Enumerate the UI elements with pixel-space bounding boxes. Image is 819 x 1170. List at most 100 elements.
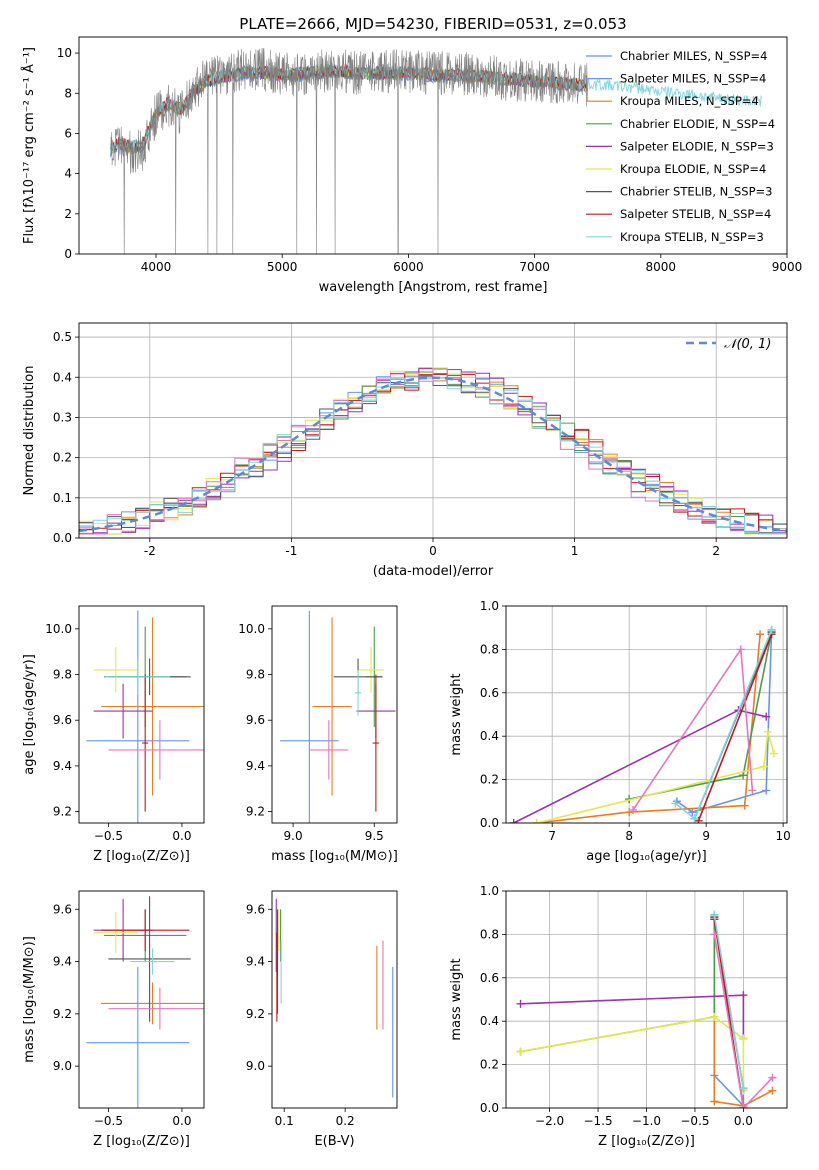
y-tick-label: 9.6 — [53, 902, 72, 916]
errorbar-point — [105, 658, 171, 696]
y-tick-label: 0.2 — [53, 451, 72, 465]
x-tick-label: −1.0 — [632, 1114, 661, 1128]
y-tick-label: 9.2 — [53, 1007, 72, 1021]
plus-marker — [516, 1047, 525, 1056]
plus-marker — [739, 1034, 748, 1043]
y-tick-label: 0.6 — [480, 686, 499, 700]
x-axis-label: wavelength [Angstrom, rest frame] — [319, 280, 548, 295]
x-tick-label: −1.5 — [583, 1114, 612, 1128]
x-tick-label: −0.5 — [680, 1114, 709, 1128]
y-axis-label: Flux [fλ10⁻¹⁷ erg cm⁻² s⁻¹ Å⁻¹] — [21, 47, 37, 244]
x-tick-label: 1 — [571, 544, 579, 558]
observed-spectrum-line — [110, 48, 588, 254]
x-axis-label: mass [log₁₀(M/M⊙)] — [271, 849, 398, 864]
plus-marker — [671, 799, 680, 808]
x-tick-label: 2 — [712, 544, 720, 558]
axes-frame — [505, 605, 788, 824]
y-tick-label: 0.0 — [480, 816, 499, 830]
plus-marker — [767, 625, 776, 634]
y-tick-label: 0.1 — [53, 491, 72, 505]
plus-marker — [739, 1084, 748, 1093]
plot-area — [280, 610, 396, 823]
y-tick-label: 9.8 — [53, 668, 72, 682]
y-tick-label: 9.2 — [246, 805, 265, 819]
x-tick-label: 4000 — [141, 260, 172, 274]
mass-weight-line — [629, 631, 773, 800]
axes-frame — [78, 322, 788, 539]
errorbar-point — [93, 911, 138, 954]
y-tick-label: 1.0 — [480, 599, 499, 613]
x-tick-label: 7000 — [519, 260, 550, 274]
y-tick-label: 0.5 — [53, 330, 72, 344]
legend-label: Chabrier MILES, N_SSP=4 — [620, 49, 767, 63]
errorbar-point — [86, 610, 190, 823]
errorbar-point — [101, 909, 190, 952]
errorbar-point — [108, 896, 191, 1022]
plus-marker — [629, 805, 638, 814]
normal-curve — [79, 376, 787, 533]
y-tick-label: 9.4 — [53, 759, 72, 773]
x-tick-label: 5000 — [267, 260, 298, 274]
panel-mass_vs_ebv: 0.1 0.2 9.0 9.2 9.4 9.6 E(B-V) — [246, 890, 398, 1149]
plus-marker — [710, 910, 719, 919]
errorbar-point — [354, 669, 362, 716]
y-tick-label: 0.2 — [480, 1058, 499, 1072]
errorbar-point — [358, 647, 385, 693]
plus-marker — [710, 1012, 719, 1021]
y-tick-label: 0.2 — [480, 773, 499, 787]
y-tick-label: 0.8 — [480, 927, 499, 941]
y-tick-label: 8 — [64, 86, 72, 100]
plus-marker — [736, 645, 745, 654]
x-tick-label: 9000 — [772, 260, 803, 274]
plus-marker — [688, 808, 697, 817]
panel-mass_weight_vs_age: 7 8 9 10 0.0 0.2 0.4 0.6 0.8 1.0 age [log₁₀(age/yr… — [449, 599, 791, 864]
y-tick-label: 9.4 — [53, 955, 72, 969]
figure-title: PLATE=2666, MJD=54230, FIBERID=0531, z=0… — [239, 15, 626, 33]
panel-mass_weight_vs_Z: −2.0 −1.5 −1.0 −0.5 0.0 0.0 0.2 0.4 0.6 0.8 1.0 Z [… — [449, 884, 788, 1149]
x-tick-label: −2.0 — [535, 1114, 564, 1128]
errorbar-point — [93, 647, 138, 693]
mass-weight-line — [520, 1016, 745, 1091]
y-tick-label: 0.6 — [480, 971, 499, 985]
errorbar-point — [86, 966, 190, 1108]
plot-area — [509, 625, 778, 823]
y-tick-label: 0.4 — [480, 729, 499, 743]
plot-area — [86, 610, 204, 823]
mass-weight-line — [713, 914, 745, 1089]
y-tick-label: 0.3 — [53, 410, 72, 424]
x-tick-label: 10 — [776, 829, 791, 843]
mass-weight-line — [676, 629, 773, 813]
y-tick-label: 0 — [64, 247, 72, 261]
x-tick-label: 8000 — [646, 260, 677, 274]
x-tick-label: 9 — [702, 829, 710, 843]
y-tick-label: 9.8 — [246, 668, 265, 682]
x-tick-label: 0 — [429, 544, 437, 558]
y-tick-label: 1.0 — [480, 884, 499, 898]
y-tick-label: 9.6 — [246, 713, 265, 727]
y-tick-label: 9.4 — [246, 955, 265, 969]
panel-age_vs_mass: 9.0 9.5 9.2 9.4 9.6 9.8 10.0 mass [log₁₀(M/M⊙)] — [238, 605, 398, 864]
y-tick-label: 10.0 — [238, 622, 265, 636]
x-axis-label: age [log₁₀(age/yr)] — [586, 849, 707, 864]
axes-frame — [505, 890, 788, 1109]
x-axis-label: Z [log₁₀(Z/Z⊙)] — [93, 1134, 190, 1149]
axes-frame — [78, 605, 205, 824]
plus-marker — [740, 801, 749, 810]
y-tick-label: 9.2 — [53, 805, 72, 819]
axes-frame — [271, 605, 398, 824]
plus-marker — [710, 1097, 719, 1106]
axes-frame — [78, 890, 205, 1109]
plus-marker — [756, 630, 765, 639]
mass-weight-line — [536, 634, 761, 823]
errorbar-point — [130, 948, 175, 975]
plus-marker — [759, 762, 768, 771]
legend: Chabrier MILES, N_SSP=4 Salpeter MILES, N… — [586, 49, 775, 244]
panel-spectrum: 4000 5000 6000 7000 8000 9000 0 2 4 6 8 10 wavelengt… — [21, 36, 803, 295]
panel-age_vs_Z: −0.5 0.0 9.2 9.4 9.6 9.8 10.0 Z [log₁₀(Z/Z⊙)] ag… — [22, 605, 205, 864]
x-tick-label: 6000 — [393, 260, 424, 274]
legend-label: Salpeter STELIB, N_SSP=4 — [620, 207, 771, 221]
y-tick-label: 0.0 — [480, 1101, 499, 1115]
errorbar-point — [309, 720, 349, 780]
y-axis-label: mass weight — [449, 958, 464, 1040]
